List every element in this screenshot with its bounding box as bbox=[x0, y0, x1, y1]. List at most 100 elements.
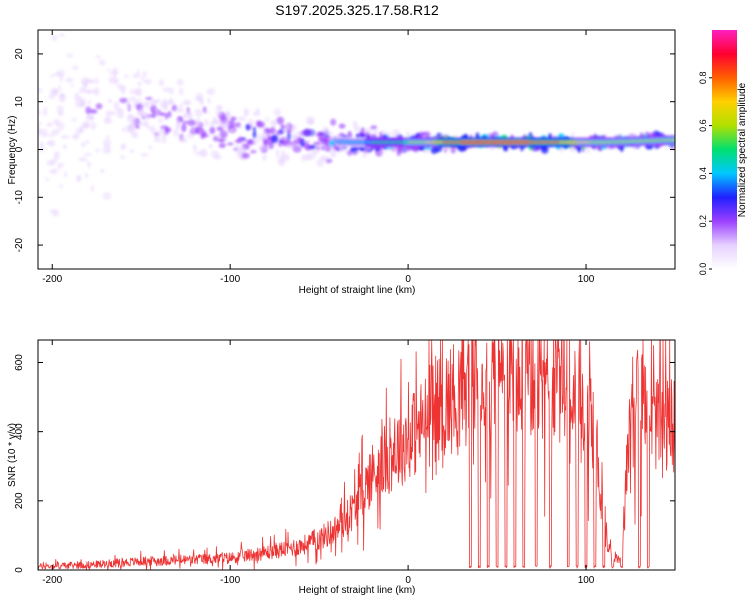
spectrogram-blob bbox=[63, 144, 67, 150]
spectrogram-blob bbox=[373, 129, 378, 135]
spectrogram-blob bbox=[72, 133, 78, 140]
spectrogram-blob bbox=[217, 138, 226, 143]
spectrogram-blob bbox=[227, 129, 234, 133]
spectrogram-blob bbox=[392, 129, 401, 138]
snr-x-tick-label: 0 bbox=[405, 575, 411, 586]
colorbar-tick-label: 0.6 bbox=[698, 119, 708, 132]
snr-y-tick-label: 200 bbox=[14, 492, 25, 509]
spectrogram-blob bbox=[233, 147, 238, 151]
spectrogram-blob bbox=[139, 107, 144, 115]
colorbar-tick-label: 0.8 bbox=[698, 72, 708, 85]
spectrogram-blob bbox=[204, 118, 209, 127]
spectrogram-blob bbox=[46, 122, 53, 128]
spectrogram-blob bbox=[322, 126, 330, 135]
spectrogram-heatmap bbox=[38, 30, 675, 218]
spectrogram-blob bbox=[106, 146, 111, 154]
spectrogram-blob bbox=[53, 151, 60, 160]
spectrogram-blob bbox=[49, 88, 59, 97]
spectrogram-blob bbox=[85, 106, 92, 115]
spectrogram-blob bbox=[208, 144, 214, 149]
spectrogram-blob bbox=[85, 115, 94, 120]
spectrogram-blob bbox=[207, 97, 211, 104]
spectrogram-blob bbox=[79, 87, 87, 94]
spectrogram-blob bbox=[59, 73, 64, 83]
spectrogram-blob bbox=[316, 146, 320, 150]
spectrogram-blob bbox=[102, 191, 112, 201]
spectrogram-blob bbox=[171, 104, 178, 112]
spectrogram-blob bbox=[38, 121, 42, 126]
spectrogram-blob bbox=[154, 100, 158, 104]
spectrogram-y-tick-label: 20 bbox=[14, 48, 25, 60]
spectrogram-blob bbox=[140, 152, 150, 158]
spectrogram-y-tick-label: -10 bbox=[14, 190, 25, 205]
spectrogram-blob bbox=[46, 133, 56, 137]
spectrogram-blob bbox=[95, 103, 103, 110]
spectrogram-blob bbox=[285, 143, 293, 148]
spectrogram-blob bbox=[54, 71, 61, 77]
spectrogram-blob bbox=[209, 126, 216, 135]
spectrogram-blob bbox=[87, 160, 91, 168]
spectrogram-blob bbox=[298, 136, 302, 144]
spectrogram-blob bbox=[142, 71, 148, 77]
spectrogram-blob bbox=[144, 101, 149, 109]
spectrogram-blob bbox=[151, 110, 157, 119]
spectrogram-blob bbox=[325, 158, 333, 164]
spectrogram-blob bbox=[70, 83, 74, 88]
spectrogram-band-core bbox=[672, 138, 675, 142]
spectrogram-blob bbox=[179, 138, 188, 144]
spectrogram-blob bbox=[277, 156, 284, 166]
snr-y-tick-label: 0 bbox=[14, 567, 25, 573]
spectrogram-blob bbox=[60, 92, 66, 98]
spectrogram-blob bbox=[57, 110, 64, 117]
spectrogram-blob bbox=[271, 134, 279, 144]
spectrogram-blob bbox=[76, 174, 82, 182]
spectrogram-blob bbox=[270, 119, 277, 128]
spectrogram-blob bbox=[141, 76, 145, 82]
spectrogram-blob bbox=[194, 150, 204, 157]
spectrogram-blob bbox=[262, 131, 268, 140]
snr-series-line bbox=[38, 340, 675, 570]
spectrogram-blob bbox=[227, 120, 236, 129]
spectrogram-blob bbox=[406, 131, 410, 140]
spectrogram-blob bbox=[136, 69, 141, 77]
spectrogram-blob bbox=[160, 128, 166, 138]
spectrogram-blob bbox=[66, 53, 74, 58]
spectrogram-blob bbox=[71, 65, 79, 70]
spectrogram-blob bbox=[370, 125, 378, 130]
spectrogram-blob bbox=[316, 131, 325, 138]
spectrogram-blob bbox=[436, 132, 442, 138]
spectrogram-blob bbox=[123, 74, 129, 79]
spectrogram-blob bbox=[266, 128, 272, 135]
spectrogram-blob bbox=[264, 139, 268, 147]
spectrogram-blob bbox=[167, 110, 172, 118]
spectrogram-blob bbox=[60, 135, 70, 139]
spectrogram-blob bbox=[243, 108, 250, 117]
spectrogram-blob bbox=[43, 106, 48, 112]
spectrogram-blob bbox=[95, 55, 102, 59]
spectrogram-blob bbox=[95, 148, 100, 152]
spectrogram-blob bbox=[264, 117, 270, 122]
spectrogram-blob bbox=[541, 145, 549, 154]
spectrogram-blob bbox=[252, 126, 256, 131]
spectrogram-blob bbox=[83, 123, 89, 129]
colorbar-label: Normalized spectral amplitude bbox=[737, 82, 748, 217]
spectrogram-blob bbox=[252, 130, 257, 139]
spectrogram-blob bbox=[401, 146, 407, 153]
spectrogram-blob bbox=[353, 120, 358, 128]
spectrogram-blob bbox=[237, 146, 246, 152]
spectrogram-blob bbox=[205, 110, 209, 114]
spectrogram-blob bbox=[112, 66, 118, 75]
spectrogram-blob bbox=[218, 104, 222, 111]
spectrogram-blob bbox=[255, 120, 262, 128]
spectrogram-x-tick-label: -200 bbox=[42, 274, 62, 285]
spectrogram-blob bbox=[256, 108, 260, 112]
spectrogram-blob bbox=[64, 171, 67, 178]
spectrogram-blob bbox=[330, 118, 337, 126]
spectrogram-blob bbox=[129, 149, 135, 153]
snr-x-tick-label: 100 bbox=[578, 575, 595, 586]
spectrogram-blob bbox=[158, 78, 165, 87]
spectrogram-blob bbox=[106, 68, 111, 72]
spectrogram-blob bbox=[102, 139, 112, 148]
spectrogram-blob bbox=[238, 125, 243, 129]
